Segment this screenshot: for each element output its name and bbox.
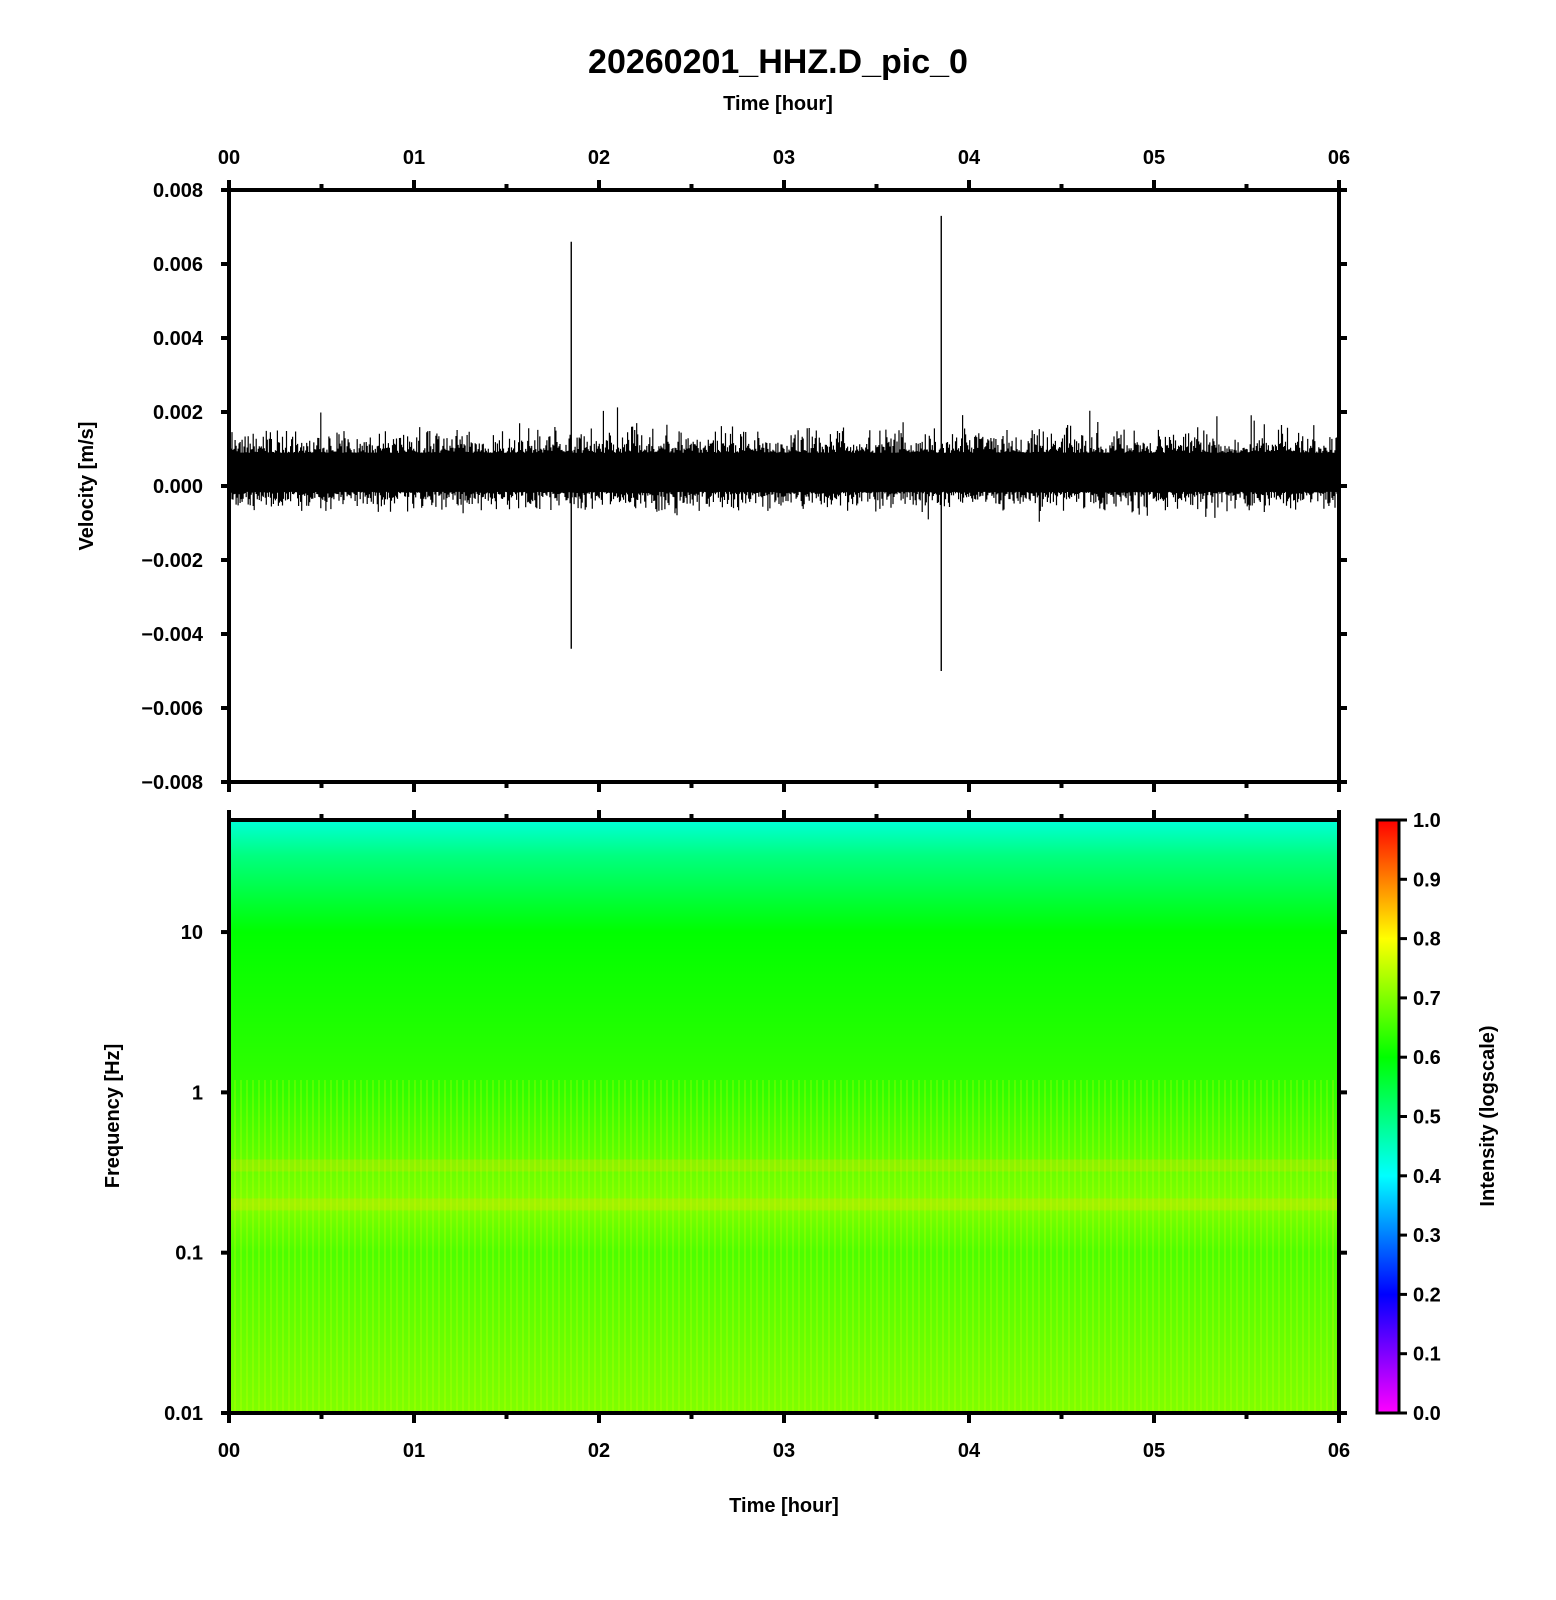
wave-top-tick-label: 04 — [958, 147, 981, 169]
colorbar-tick-label: 0.6 — [1413, 1047, 1441, 1069]
top-x-axis-label: Time [hour] — [723, 93, 833, 115]
spectrogram-x-axis-label: Time [hour] — [729, 1495, 839, 1517]
colorbar-tick-label: 0.8 — [1413, 929, 1441, 951]
spec-x-tick-label: 06 — [1328, 1440, 1350, 1462]
spec-y-tick-label: 0.01 — [164, 1403, 203, 1425]
colorbar-ticks: 1.0 0.9 0.8 0.7 0.6 0.5 0.4 0.3 0.2 0.1 0.0 — [1399, 810, 1442, 1425]
spec-y-tick-label: 10 — [181, 922, 203, 944]
wave-top-tick-label: 00 — [218, 147, 240, 169]
waveform-core — [229, 452, 1339, 492]
wave-top-tick-label: 01 — [403, 147, 425, 169]
colorbar-tick-label: 0.3 — [1413, 1225, 1441, 1247]
colorbar: 1.0 0.9 0.8 0.7 0.6 0.5 0.4 0.3 0.2 0.1 0.0 Intens… — [1375, 810, 1499, 1425]
colorbar-tick-label: 0.5 — [1413, 1107, 1441, 1129]
colorbar-tick-label: 0.1 — [1413, 1344, 1441, 1366]
spectrogram-x-ticks: 00 01 02 03 04 05 06 — [218, 810, 1350, 1462]
wave-y-tick-label: 0.006 — [153, 254, 203, 276]
colorbar-tick-label: 1.0 — [1413, 810, 1441, 832]
spec-x-tick-label: 05 — [1143, 1440, 1165, 1462]
wave-y-tick-label: 0.004 — [153, 328, 204, 350]
colorbar-label: Intensity (logscale) — [1477, 1025, 1499, 1206]
spec-x-tick-label: 02 — [588, 1440, 610, 1462]
colorbar-tick-label: 0.0 — [1413, 1403, 1441, 1425]
spec-x-tick-label: 00 — [218, 1440, 240, 1462]
colorbar-tick-label: 0.9 — [1413, 869, 1441, 891]
wave-y-tick-label: −0.004 — [141, 624, 204, 646]
spectrogram-y-ticks: 10 1 0.1 0.01 — [164, 922, 1347, 1425]
wave-y-tick-label: 0.002 — [153, 402, 203, 424]
spec-x-tick-label: 03 — [773, 1440, 795, 1462]
colorbar-tick-label: 0.7 — [1413, 988, 1441, 1010]
waveform-y-axis-label: Velocity [m/s] — [76, 422, 98, 551]
colorbar-tick-label: 0.2 — [1413, 1284, 1441, 1306]
spectrogram-texture — [229, 1080, 1339, 1413]
spec-y-tick-label: 0.1 — [175, 1243, 203, 1265]
wave-y-tick-label: −0.002 — [141, 550, 203, 572]
waveform-top-x-ticks: 00 01 02 03 04 05 06 — [218, 147, 1350, 792]
spec-x-tick-label: 01 — [403, 1440, 425, 1462]
waveform-y-ticks: 0.008 0.006 0.004 0.002 0.000 −0.002 −0.004 −0.… — [141, 180, 1347, 794]
spectrogram-band — [229, 1159, 1339, 1172]
wave-y-tick-label: −0.008 — [141, 772, 203, 794]
spectrogram-y-axis-label: Frequency [Hz] — [102, 1044, 124, 1188]
wave-top-tick-label: 05 — [1143, 147, 1165, 169]
wave-top-tick-label: 06 — [1328, 147, 1350, 169]
colorbar-gradient — [1375, 818, 1401, 1415]
spectrogram-bands — [229, 1159, 1339, 1211]
waveform-panel: 00 01 02 03 04 05 06 0.008 0.006 0.004 0.002 0.000… — [76, 147, 1350, 794]
wave-top-tick-label: 02 — [588, 147, 610, 169]
wave-y-tick-label: 0.000 — [153, 476, 203, 498]
spectrogram-panel: 00 01 02 03 04 05 06 10 1 0.1 0.01 Frequency [Hz]… — [102, 810, 1350, 1517]
waveform-trace — [228, 215, 1340, 671]
wave-top-tick-label: 03 — [773, 147, 795, 169]
chart-title: 20260201_HHZ.D_pic_0 — [588, 43, 968, 81]
wave-y-tick-label: 0.008 — [153, 180, 203, 202]
spectrogram-band — [229, 1198, 1339, 1211]
colorbar-tick-label: 0.4 — [1413, 1166, 1442, 1188]
spec-y-tick-label: 1 — [192, 1082, 203, 1104]
spec-x-tick-label: 04 — [958, 1440, 981, 1462]
wave-y-tick-label: −0.006 — [141, 698, 203, 720]
